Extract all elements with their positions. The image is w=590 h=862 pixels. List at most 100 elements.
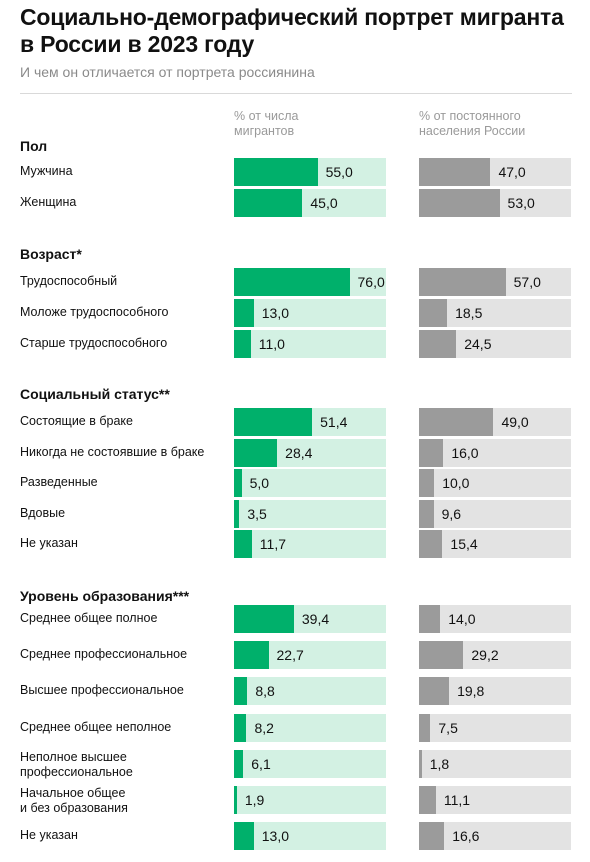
population-bar-track [419,469,571,497]
migrant-bar [234,438,278,467]
migrant-value-label: 28,4 [285,444,313,461]
migrant-bar-track [234,299,386,327]
migrant-bar [234,822,254,851]
column-header-population: % от постоянного населения России [419,109,526,138]
population-bar [419,330,457,358]
migrant-value-label: 11,0 [258,336,285,352]
migrant-value-label: 55,0 [325,164,353,180]
row-label: Никогда не состоявшие в браке [20,444,205,459]
population-bar-track [419,438,571,467]
population-bar [419,469,435,497]
population-value-label: 10,0 [442,475,470,491]
population-bar [419,408,494,436]
header-divider [20,93,572,94]
migrant-bar-track [234,677,386,706]
migrant-value-label: 76,0 [357,274,385,290]
migrant-bar-track [234,530,386,558]
population-value-label: 47,0 [498,164,526,180]
migrant-bar [234,605,294,633]
section-title: Уровень образования*** [20,588,190,604]
row-label: Высшее профессиональное [20,683,184,698]
population-bar [419,786,436,814]
population-value-label: 16,0 [451,444,479,461]
migrant-value-label: 13,0 [261,305,289,321]
population-value-label: 29,2 [471,647,499,664]
population-bar-track [419,786,571,814]
row-label: Вдовые [20,505,66,520]
population-value-label: 7,5 [438,719,458,736]
population-bar [419,749,422,778]
migrant-bar [234,749,244,778]
migrant-bar [234,330,251,358]
row-label: Разведенные [20,475,98,489]
population-value-label: 1,8 [429,755,450,772]
migrant-bar-track [234,822,386,851]
population-value-label: 53,0 [507,194,535,211]
population-value-label: 18,5 [455,305,483,321]
section-title: Пол [20,138,48,154]
population-bar-track [419,530,571,558]
row-label: Среднее профессиональное [20,647,188,662]
migrant-bar [234,499,240,528]
population-value-label: 24,5 [464,336,492,352]
population-bar [419,499,434,528]
population-bar-track [419,605,571,633]
population-bar [419,605,441,633]
migrant-bar [234,299,254,327]
migrant-value-label: 8,8 [255,683,275,700]
population-value-label: 15,4 [450,536,478,552]
page-title: Социально-демографический портрет мигран… [20,4,564,57]
population-bar-track [419,822,571,851]
migrant-bar [234,641,269,670]
population-value-label: 11,1 [443,792,471,808]
migrant-bar-track [234,749,386,778]
migrant-value-label: 22,7 [276,647,304,664]
migrant-value-label: 6,1 [251,755,271,772]
population-value-label: 14,0 [448,611,476,627]
migrant-value-label: 51,4 [320,414,348,430]
migrant-bar [234,158,318,186]
migrant-bar [234,188,303,217]
migrant-bar [234,268,350,296]
migrant-bar-track [234,469,386,497]
migrant-bar [234,713,247,742]
population-bar [419,530,443,558]
section-title: Социальный статус** [20,386,170,402]
migrant-bar-track [234,330,386,358]
migrant-value-label: 13,0 [261,828,289,845]
population-bar [419,713,431,742]
row-label: Трудоспособный [20,274,118,288]
row-label: Мужчина [20,164,73,178]
migrant-bar [234,786,237,814]
population-value-label: 57,0 [513,274,541,290]
migrant-value-label: 39,4 [301,611,330,627]
population-value-label: 49,0 [501,414,529,430]
population-bar [419,188,500,217]
migrant-bar-track [234,713,386,742]
population-bar-track [419,499,571,528]
row-label: Среднее общее неполное [20,719,172,734]
row-label: Старше трудоспособного [20,336,168,350]
migrant-value-label: 8,2 [254,719,274,736]
migrant-value-label: 1,9 [244,792,265,808]
migrant-value-label: 11,7 [259,536,286,552]
population-bar-track [419,749,571,778]
population-bar [419,158,491,186]
row-label: Среднее общее полное [20,611,158,625]
row-label: Женщина [20,194,77,209]
population-bar [419,822,445,851]
migrant-bar [234,530,252,558]
row-label: Не указан [20,828,78,843]
migrant-bar-track [234,786,386,814]
population-value-label: 16,6 [452,828,480,845]
row-label: Неполное высшее профессиональное [20,749,133,779]
migrant-bar [234,408,313,436]
row-label: Начальное общее и без образования [20,786,128,815]
population-bar [419,299,448,327]
migrant-bar-track [234,499,386,528]
population-bar [419,677,450,706]
page-subtitle: И чем он отличается от портрета россияни… [20,64,315,80]
section-title: Возраст* [20,246,82,262]
population-bar [419,268,506,296]
